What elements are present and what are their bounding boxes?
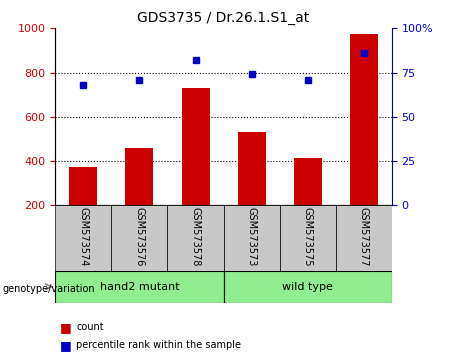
Text: hand2 mutant: hand2 mutant xyxy=(100,282,179,292)
Bar xyxy=(280,205,336,271)
Text: GSM573573: GSM573573 xyxy=(247,207,257,267)
Bar xyxy=(336,205,392,271)
Bar xyxy=(167,205,224,271)
Bar xyxy=(55,205,112,271)
Bar xyxy=(224,271,392,303)
Bar xyxy=(237,132,266,250)
Bar xyxy=(55,271,224,303)
Text: percentile rank within the sample: percentile rank within the sample xyxy=(76,340,241,350)
Bar xyxy=(350,34,378,250)
Bar xyxy=(182,88,210,250)
Text: wild type: wild type xyxy=(282,282,333,292)
Text: ■: ■ xyxy=(60,321,71,334)
Bar xyxy=(224,205,280,271)
Text: GSM573576: GSM573576 xyxy=(135,207,144,267)
Bar xyxy=(125,148,154,250)
Text: GSM573575: GSM573575 xyxy=(303,207,313,267)
Title: GDS3735 / Dr.26.1.S1_at: GDS3735 / Dr.26.1.S1_at xyxy=(137,11,310,24)
Text: count: count xyxy=(76,322,104,332)
Bar xyxy=(112,205,167,271)
Text: GSM573574: GSM573574 xyxy=(78,207,89,267)
Bar xyxy=(69,167,97,250)
Text: genotype/variation: genotype/variation xyxy=(2,284,95,293)
Text: ■: ■ xyxy=(60,339,71,352)
Text: GSM573577: GSM573577 xyxy=(359,207,369,267)
Text: GSM573578: GSM573578 xyxy=(190,207,201,267)
Bar xyxy=(294,158,322,250)
